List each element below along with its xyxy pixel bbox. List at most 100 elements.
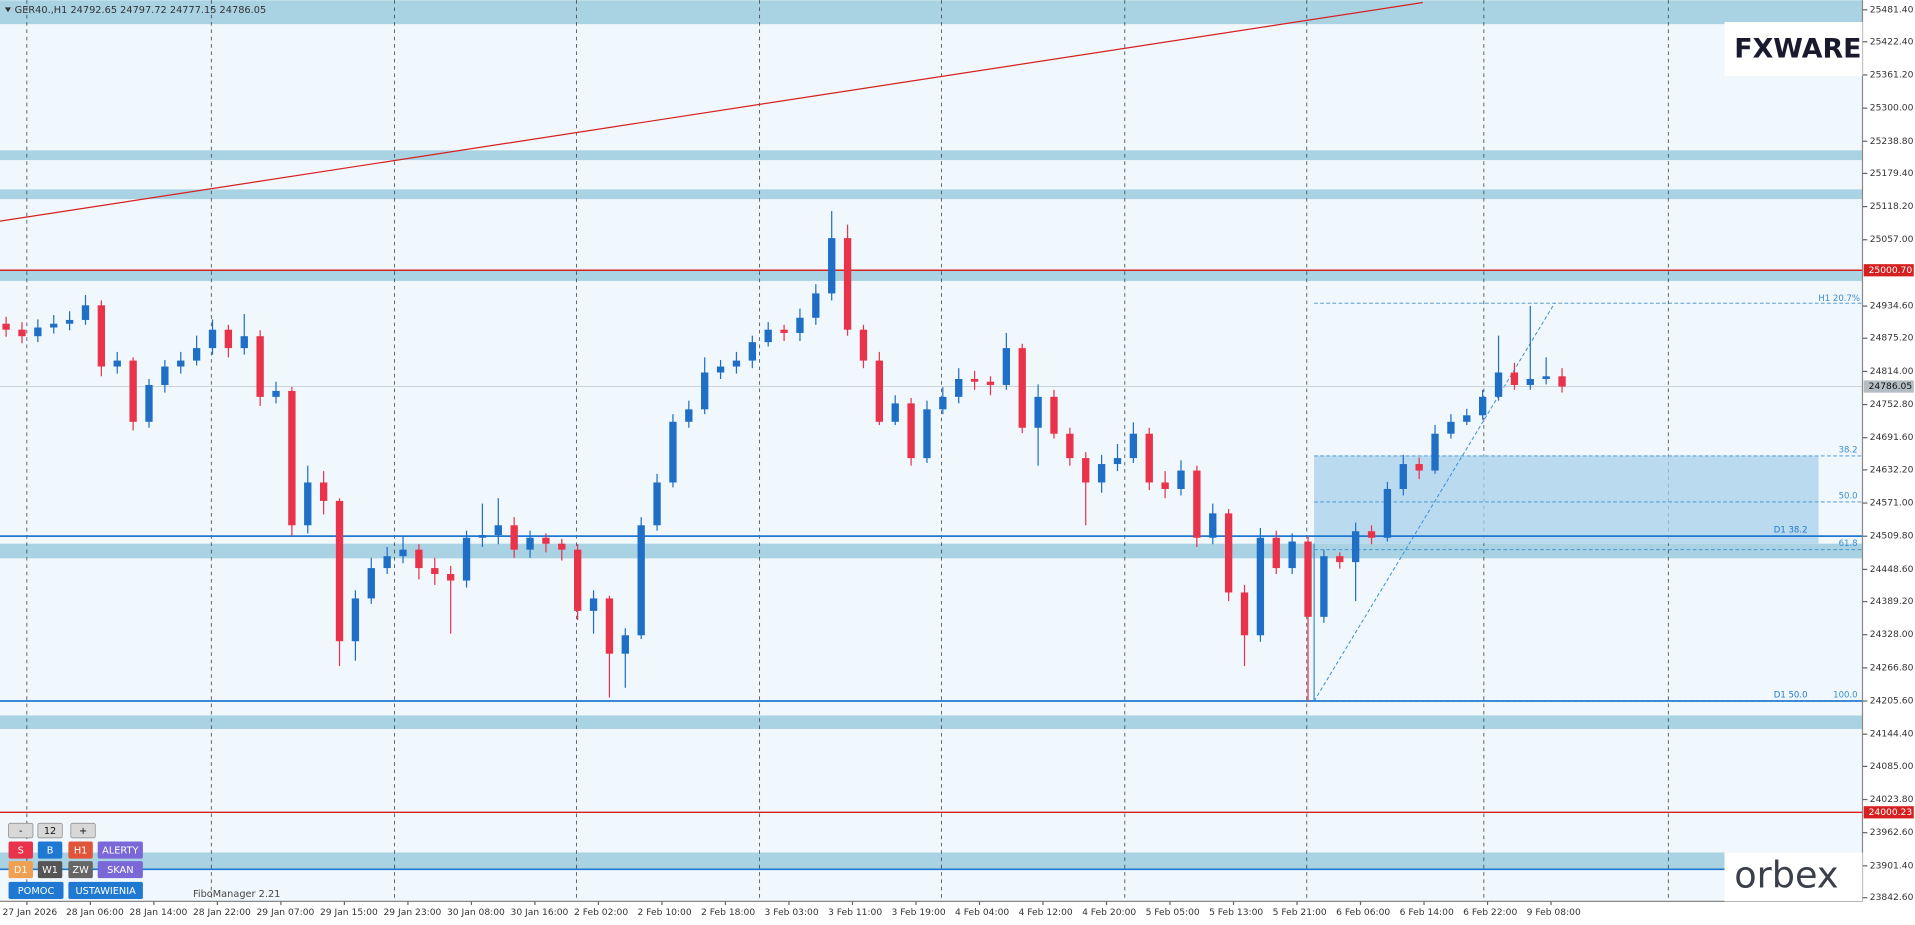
logo-fxware: FXWARE xyxy=(1734,34,1861,65)
candle-body xyxy=(351,598,360,642)
candle-body xyxy=(1510,372,1519,385)
y-tick-label: 25238.80 xyxy=(1870,137,1914,147)
candle-body xyxy=(748,342,756,361)
fibo-label: 38.2 xyxy=(1839,445,1858,455)
candle-body xyxy=(1224,513,1233,593)
x-tick-label: 5 Feb 13:00 xyxy=(1209,908,1263,918)
candle-body xyxy=(2,323,10,330)
candle-body xyxy=(764,329,772,343)
candle-body xyxy=(367,568,375,599)
candle-body xyxy=(970,378,979,382)
toolbar-button[interactable] xyxy=(8,881,64,899)
x-tick-label: 2 Feb 10:00 xyxy=(638,908,692,918)
candle-body xyxy=(288,390,296,526)
price-label: 24786.05 xyxy=(1869,382,1913,392)
toolbar-button[interactable] xyxy=(68,881,143,899)
toolbar-button[interactable] xyxy=(37,822,63,839)
toolbar-button-label[interactable]: B xyxy=(47,846,54,857)
y-tick-label: 24571.00 xyxy=(1870,499,1914,509)
zone xyxy=(0,852,1863,870)
x-tick-label: 30 Jan 08:00 xyxy=(447,908,505,918)
x-tick-label: 9 Feb 08:00 xyxy=(1527,908,1581,918)
logo-orbex: orbex xyxy=(1734,853,1838,896)
x-tick-label: 6 Feb 06:00 xyxy=(1336,908,1390,918)
candle-body xyxy=(1526,378,1534,385)
x-tick-label: 30 Jan 16:00 xyxy=(511,908,569,918)
candle-body xyxy=(780,329,788,333)
y-tick-label: 24875.20 xyxy=(1870,334,1914,344)
candle-body xyxy=(875,360,884,422)
candle-body xyxy=(1478,396,1487,416)
x-tick-label: 5 Feb 05:00 xyxy=(1146,908,1200,918)
y-tick-label: 24509.80 xyxy=(1870,532,1914,542)
zone xyxy=(0,150,1863,161)
candle-body xyxy=(1351,531,1360,563)
x-tick-label: 3 Feb 19:00 xyxy=(892,908,946,918)
toolbar-button-label[interactable]: D1 xyxy=(14,865,28,876)
candle-body xyxy=(1542,376,1550,379)
candle-body xyxy=(224,329,233,349)
toolbar-button[interactable] xyxy=(97,841,143,859)
toolbar-button[interactable] xyxy=(70,822,96,839)
toolbar-button-label[interactable]: S xyxy=(18,846,24,857)
candle-body xyxy=(1272,537,1280,569)
price-label: 24000.23 xyxy=(1869,808,1913,818)
toolbar-button[interactable] xyxy=(37,841,63,859)
candle-body xyxy=(97,305,106,367)
candle-body xyxy=(494,525,502,536)
y-tick-label: 24632.20 xyxy=(1870,465,1914,475)
y-tick-label: 24328.00 xyxy=(1870,630,1914,640)
candle-body xyxy=(1097,464,1106,483)
candle-body xyxy=(1399,464,1407,489)
candle-body xyxy=(542,537,550,544)
candle-body xyxy=(50,323,58,328)
toolbar-button[interactable] xyxy=(8,841,33,859)
candle-body xyxy=(1145,433,1153,483)
toolbar-button-label[interactable]: W1 xyxy=(42,865,58,876)
candle-body xyxy=(208,329,217,349)
candle-body xyxy=(986,381,995,385)
y-tick-label: 23842.60 xyxy=(1870,893,1914,903)
candle-body xyxy=(272,390,280,397)
x-tick-label: 28 Jan 06:00 xyxy=(66,908,124,918)
candle-body xyxy=(34,327,42,337)
toolbar-button-label[interactable]: SKAN xyxy=(107,865,133,876)
toolbar-button-label[interactable]: USTAWIENIA xyxy=(76,886,137,897)
x-tick-label: 6 Feb 22:00 xyxy=(1463,908,1517,918)
candle-body xyxy=(923,409,931,459)
toolbar-button-label[interactable]: + xyxy=(79,826,87,837)
candle-body xyxy=(1320,556,1328,617)
x-tick-label: 4 Feb 12:00 xyxy=(1019,908,1073,918)
y-tick-label: 24144.40 xyxy=(1870,730,1914,740)
candle-body xyxy=(177,360,185,367)
zone xyxy=(0,715,1863,729)
toolbar-button[interactable] xyxy=(68,841,93,859)
candle-body xyxy=(859,329,868,361)
logo-box xyxy=(1724,22,1863,76)
toolbar-button[interactable] xyxy=(97,861,143,879)
fibo-label: 50.0 xyxy=(1839,491,1858,501)
toolbar-button[interactable] xyxy=(37,861,63,879)
toolbar-button-label[interactable]: ALERTY xyxy=(102,846,138,857)
y-tick-label: 24389.20 xyxy=(1870,597,1914,607)
y-tick-label: 24085.00 xyxy=(1870,762,1914,772)
x-tick-label: 29 Jan 07:00 xyxy=(256,908,314,918)
toolbar-button-label[interactable]: ZW xyxy=(72,865,89,876)
toolbar-button-label[interactable]: H1 xyxy=(74,846,88,857)
x-tick-label: 2 Feb 02:00 xyxy=(574,908,628,918)
toolbar-button[interactable] xyxy=(8,822,34,839)
level-label: D1 38.2 xyxy=(1774,526,1808,536)
toolbar-button[interactable] xyxy=(68,861,93,879)
toolbar-button-label[interactable]: 12 xyxy=(44,826,56,837)
x-tick-label: 28 Jan 22:00 xyxy=(193,908,251,918)
toolbar-button-label[interactable]: - xyxy=(19,826,23,837)
y-tick-label: 24814.00 xyxy=(1870,367,1914,377)
toolbar-button-label[interactable]: POMOC xyxy=(18,886,55,897)
toolbar-button[interactable] xyxy=(8,861,33,879)
candle-body xyxy=(256,336,264,397)
y-tick-label: 23901.40 xyxy=(1870,861,1914,871)
candle-body xyxy=(462,537,471,581)
candle-body xyxy=(1177,470,1185,489)
y-tick-label: 23962.60 xyxy=(1870,828,1914,838)
